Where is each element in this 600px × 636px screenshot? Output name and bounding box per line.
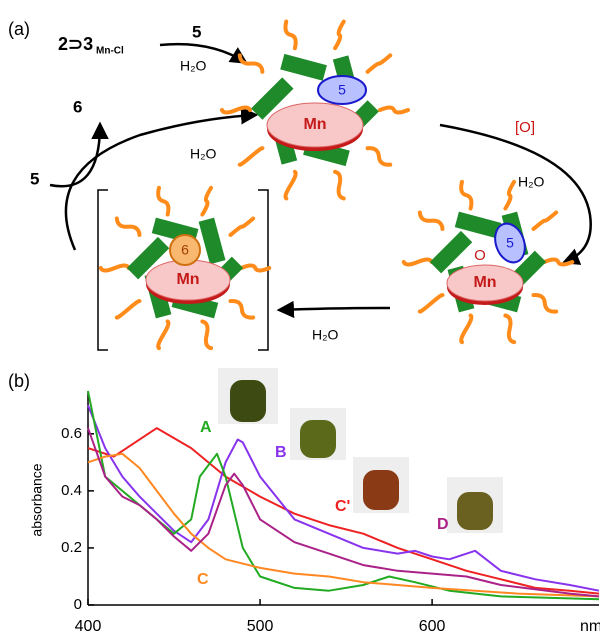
complex-subscript: Mn-Cl — [96, 46, 124, 57]
side-chain — [101, 266, 129, 271]
side-chain — [420, 212, 443, 228]
y-axis-label: absorbance — [29, 463, 45, 536]
product: 6 — [73, 97, 82, 116]
side-chain — [241, 266, 269, 271]
side-chain — [368, 55, 391, 71]
arrow — [280, 308, 390, 310]
x-axis-label: nm — [580, 618, 600, 635]
y-tick-label: 0.2 — [61, 539, 82, 556]
guest-label: 5 — [338, 82, 346, 98]
side-chain — [335, 22, 344, 49]
x-tick-label: 400 — [75, 618, 102, 635]
series-label: C' — [335, 498, 350, 515]
side-chain — [368, 148, 391, 165]
oxo-label: O — [474, 247, 486, 264]
side-chain — [534, 212, 557, 228]
solvent: H₂O — [312, 327, 339, 343]
side-chain — [240, 148, 263, 165]
guest-label: 5 — [506, 235, 514, 251]
vial — [230, 380, 266, 422]
series-label: C — [197, 571, 209, 588]
vial — [457, 492, 493, 530]
side-chain — [222, 108, 250, 113]
y-tick-label: 0.6 — [61, 425, 82, 442]
metal-label: Mn — [303, 116, 326, 133]
series-label: B — [275, 444, 287, 461]
x-tick-label: 500 — [247, 618, 274, 635]
host-unit — [280, 54, 327, 81]
side-chain — [505, 315, 514, 342]
oxidant: [O] — [515, 119, 535, 136]
side-chain — [404, 260, 432, 265]
metal-label: Mn — [176, 271, 199, 288]
panel-label: (b) — [8, 371, 30, 391]
substrate: 5 — [30, 169, 39, 188]
series-label: A — [200, 419, 212, 436]
side-chain — [202, 188, 211, 215]
side-chain — [285, 22, 295, 49]
figure: (a) 2⊃3 Mn-Cl 5 H₂O 6 5 H₂O [O] H₂O H₂O … — [0, 0, 600, 636]
side-chain — [117, 218, 140, 234]
side-chain — [461, 315, 471, 342]
side-chain — [240, 55, 263, 71]
x-tick-label: 600 — [419, 618, 446, 635]
side-chain — [231, 301, 254, 318]
vial — [300, 420, 336, 458]
metal-label: Mn — [473, 274, 496, 291]
solvent: H₂O — [180, 58, 207, 74]
side-chain — [158, 321, 168, 348]
solvent: H₂O — [518, 174, 545, 190]
vial — [363, 470, 399, 510]
host-unit — [199, 218, 226, 265]
side-chain — [461, 182, 471, 209]
side-chain — [231, 218, 254, 234]
y-tick-label: 0 — [74, 596, 82, 613]
side-chain — [380, 108, 408, 113]
side-chain — [534, 295, 557, 312]
reagent: 5 — [192, 22, 201, 41]
side-chain — [158, 188, 168, 215]
side-chain — [335, 172, 344, 199]
side-chain — [420, 295, 443, 312]
reaction-scheme: (a) 2⊃3 Mn-Cl 5 H₂O 6 5 H₂O [O] H₂O H₂O … — [8, 19, 591, 350]
solvent: H₂O — [190, 146, 217, 162]
y-tick-label: 0.4 — [61, 482, 82, 499]
guest-label: 6 — [181, 242, 189, 258]
series-label: D — [437, 516, 449, 533]
side-chain — [285, 172, 295, 199]
side-chain — [117, 301, 140, 318]
panel-label: (a) — [8, 19, 30, 39]
spectrum-chart: (b) absorbance nm 0 0.2 0.4 0.6 400 500 600 C' B A C D — [8, 368, 600, 635]
complex-label: 2⊃3 — [58, 34, 93, 54]
side-chain — [505, 182, 514, 209]
side-chain — [202, 321, 211, 348]
